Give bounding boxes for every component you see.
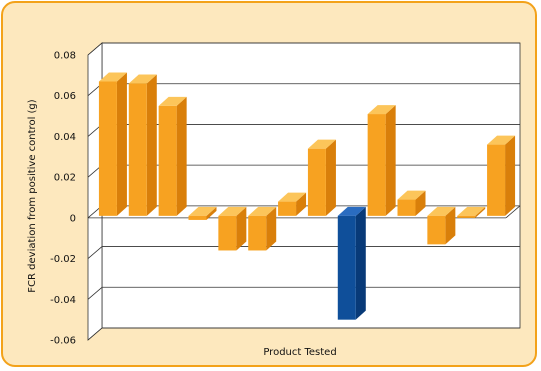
bar	[128, 74, 157, 216]
gridline-depth	[87, 42, 103, 56]
bar-top	[128, 74, 157, 84]
y-axis-title: FCR deviation from positive control (g)	[27, 99, 38, 292]
bar-side	[475, 206, 486, 218]
gridline-depth	[87, 246, 103, 259]
bar	[307, 139, 336, 216]
zero-floor-edge	[505, 205, 521, 219]
bar	[367, 105, 396, 216]
bar-front	[158, 105, 177, 216]
bar-front	[218, 215, 237, 251]
bar	[427, 206, 456, 245]
y-tick-label: 0.06	[54, 91, 76, 102]
bar-front	[278, 201, 297, 216]
y-tick-label: 0.08	[54, 51, 76, 62]
bar-side	[236, 206, 247, 251]
bar	[487, 135, 516, 216]
bar-side	[266, 206, 277, 251]
bar-side	[146, 74, 157, 216]
bar-top	[367, 105, 396, 115]
bar-front	[337, 215, 356, 320]
y-tick-label: -0.02	[50, 254, 76, 265]
bar-front	[397, 199, 416, 216]
bar-top	[98, 72, 127, 82]
y-tick-label: -0.04	[50, 295, 76, 306]
bar-side	[116, 72, 127, 216]
bar-front	[487, 144, 506, 216]
bar-front	[98, 81, 117, 216]
bar-front	[248, 215, 267, 251]
bar-top	[218, 206, 247, 216]
bar-side	[325, 139, 336, 216]
gridline-depth	[87, 327, 103, 341]
bar-top	[307, 139, 336, 149]
bar	[337, 206, 366, 320]
bar-front	[457, 215, 476, 218]
bar	[248, 206, 277, 251]
bar-top	[278, 192, 307, 202]
bar-side	[505, 135, 516, 216]
bar-front	[307, 148, 326, 216]
bar-front	[128, 83, 147, 216]
bar-side	[206, 206, 217, 220]
gridline-depth	[87, 286, 103, 300]
y-tick-label: -0.06	[50, 336, 76, 347]
x-axis-title: Product Tested	[263, 347, 336, 358]
bar-top	[427, 206, 456, 216]
bar-front	[427, 215, 446, 245]
y-tick-label: 0.02	[54, 173, 76, 184]
bar	[158, 96, 187, 216]
bar	[188, 206, 217, 220]
bar-top	[337, 206, 366, 216]
bar-side	[176, 96, 187, 216]
bar-front	[367, 114, 386, 216]
bar	[218, 206, 247, 251]
bar-top	[487, 135, 516, 145]
bar-front	[188, 215, 207, 220]
bar-side	[296, 192, 307, 216]
bar	[397, 190, 426, 216]
y-tick-label: 0.04	[54, 132, 76, 143]
bar-top	[397, 190, 426, 200]
bar-top	[188, 206, 217, 216]
bar	[278, 192, 307, 216]
y-tick-label: 0	[70, 213, 76, 224]
bar-top	[158, 96, 187, 106]
bar-side	[355, 206, 366, 320]
bar-side	[445, 206, 456, 245]
bar-top	[248, 206, 277, 216]
bar-top	[457, 206, 486, 216]
bar-side	[415, 190, 426, 216]
bar-side	[385, 105, 396, 216]
bar	[457, 206, 486, 218]
bar	[98, 72, 127, 216]
